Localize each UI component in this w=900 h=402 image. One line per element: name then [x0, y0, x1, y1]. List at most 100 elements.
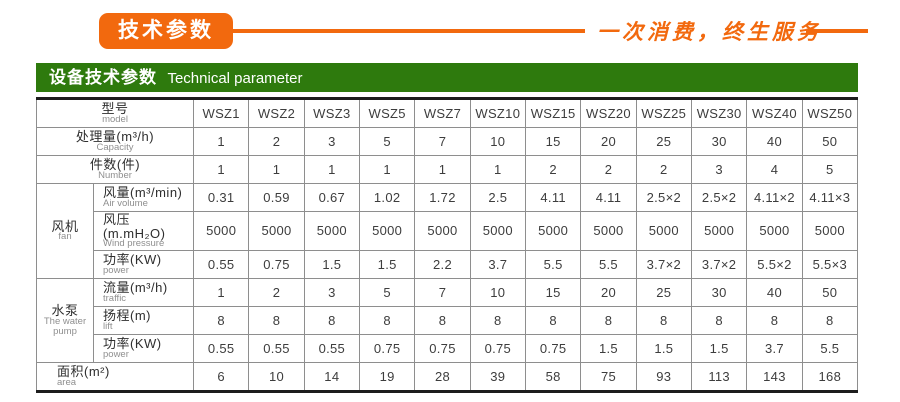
value-cell: WSZ25	[635, 98, 692, 128]
row-label-number: 件数(件) Number	[35, 155, 195, 184]
value-cell: 5000	[469, 210, 526, 252]
value-cell: 40	[746, 278, 803, 308]
value-cell: 1	[414, 155, 471, 184]
group-label-chinese: 风机	[51, 218, 79, 234]
value-cell: 10	[469, 278, 526, 308]
table-section-header: 设备技术参数 Technical parameter	[36, 63, 858, 92]
value-cell: 93	[635, 362, 692, 393]
value-cell: 2	[248, 127, 305, 156]
value-cell: 20	[580, 278, 637, 308]
row-label-english: traffic	[103, 293, 127, 305]
value-cell: 0.75	[358, 334, 416, 364]
value-cell: 75	[580, 362, 637, 393]
slogan-text: 一次消费，终生服务	[597, 19, 822, 44]
group-label-english: The water pump	[43, 316, 87, 338]
group-label-water-pump: 水泵 The water pump	[36, 278, 94, 364]
value-cell: WSZ40	[746, 98, 803, 128]
table-row-wind-pressure: 风压(m.mH₂O) Wind pressure 5000 5000 5000 5000 5…	[37, 210, 859, 252]
value-cell: 8	[303, 306, 361, 336]
row-label-capacity: 处理量(m³/h) Capacity	[35, 127, 195, 156]
value-cell: 4	[746, 155, 803, 184]
row-label-lift: 扬程(m) lift	[92, 306, 195, 336]
value-cell: 3.7×2	[635, 250, 692, 280]
value-cell: 1	[303, 155, 361, 184]
value-cell: 8	[580, 306, 637, 336]
value-cell: 0.75	[524, 334, 582, 364]
divider-line-right	[806, 29, 868, 33]
value-cell: 2.5×2	[635, 183, 692, 212]
table-row-air-volume: 风机 fan 风量(m³/min) Air volume 0.31 0.59 0.67 1.0…	[36, 182, 859, 280]
value-cell: 1.5	[358, 250, 416, 280]
table-row-model: 型号 model WSZ1 WSZ2 WSZ3 WSZ5 WSZ7 WSZ10 WSZ15 WSZ…	[35, 98, 859, 128]
value-cell: 5.5×3	[801, 250, 859, 280]
row-label-english: power	[103, 349, 129, 361]
value-cell: 39	[469, 362, 526, 393]
value-cell: 30	[690, 278, 748, 308]
value-cell: 1.5	[580, 334, 637, 364]
value-cell: 5000	[414, 210, 471, 252]
value-cell: 113	[690, 362, 748, 393]
value-cell: 0.59	[248, 183, 305, 212]
row-label-english: power	[103, 265, 129, 277]
value-cell: 8	[746, 306, 803, 336]
table-row-traffic: 水泵 The water pump 流量(m³/h) traffic 1 2 3 5 7 10 15…	[36, 278, 859, 364]
value-cell: 14	[303, 362, 361, 393]
row-label-english: model	[102, 113, 128, 125]
table-row-area: 面积(m²) area 6 10 14 19 28 39 58 75 93 113 143 168	[35, 362, 859, 393]
value-cell: 25	[635, 278, 692, 308]
row-label-pump-power: 功率(KW) power	[92, 334, 195, 364]
table-row-fan-power: 功率(KW) power 0.55 0.75 1.5 1.5 2.2 3.7 5.5 5.5 3.7…	[37, 250, 859, 280]
row-label-english: Wind pressure	[103, 238, 165, 250]
value-cell: 0.55	[303, 334, 361, 364]
value-cell: 6	[193, 362, 250, 393]
table-row-lift: 扬程(m) lift 8 8 8 8 8 8 8 8 8 8 8 8	[37, 306, 859, 336]
value-cell: 5000	[690, 210, 748, 252]
value-cell: 7	[414, 127, 471, 156]
group-label-english: fan	[58, 231, 72, 243]
group-label-fan: 风机 fan	[36, 182, 94, 280]
value-cell: 2	[635, 155, 692, 184]
value-cell: 0.31	[193, 183, 250, 212]
row-label-chinese: 扬程(m)	[103, 308, 151, 324]
row-label-chinese: 风量(m³/min)	[103, 185, 183, 201]
value-cell: WSZ20	[580, 98, 637, 128]
row-label-english: Air volume	[103, 197, 148, 209]
value-cell: 8	[358, 306, 416, 336]
row-label-chinese: 功率(KW)	[103, 252, 162, 268]
value-cell: 1.72	[414, 183, 471, 212]
value-cell: 3	[303, 278, 361, 308]
value-cell: 2.2	[414, 250, 471, 280]
value-cell: 28	[414, 362, 471, 393]
value-cell: 4.11	[580, 183, 637, 212]
value-cell: 0.55	[193, 334, 250, 364]
value-cell: 10	[248, 362, 305, 393]
section-header-english: Technical parameter	[167, 70, 303, 87]
value-cell: 25	[635, 127, 692, 156]
value-cell: 3	[690, 155, 748, 184]
value-cell: 143	[746, 362, 803, 393]
value-cell: 8	[414, 306, 471, 336]
table-row-pump-power: 功率(KW) power 0.55 0.55 0.55 0.75 0.75 0.75 0.75 1…	[37, 334, 859, 364]
value-cell: 8	[635, 306, 692, 336]
value-cell: 20	[580, 127, 637, 156]
value-cell: 3	[303, 127, 361, 156]
value-cell: 0.55	[248, 334, 305, 364]
value-cell: 5000	[248, 210, 305, 252]
value-cell: 168	[801, 362, 859, 393]
parameter-table-body: 型号 model WSZ1 WSZ2 WSZ3 WSZ5 WSZ7 WSZ10 WSZ15 WSZ…	[35, 98, 859, 393]
value-cell: 5.5	[801, 334, 859, 364]
value-cell: 4.11	[524, 183, 582, 212]
value-cell: 50	[801, 278, 859, 308]
value-cell: 1	[248, 155, 305, 184]
value-cell: 58	[524, 362, 582, 393]
value-cell: 5000	[358, 210, 416, 252]
value-cell: WSZ2	[248, 98, 305, 128]
row-label-area: 面积(m²) area	[35, 362, 195, 393]
row-label-chinese: 面积(m²)	[57, 364, 110, 380]
value-cell: 0.55	[193, 250, 250, 280]
value-cell: 1	[358, 155, 416, 184]
row-label-english: Capacity	[96, 141, 134, 153]
section-title-badge: 技术参数	[99, 13, 233, 49]
value-cell: 8	[469, 306, 526, 336]
value-cell: 5000	[746, 210, 803, 252]
